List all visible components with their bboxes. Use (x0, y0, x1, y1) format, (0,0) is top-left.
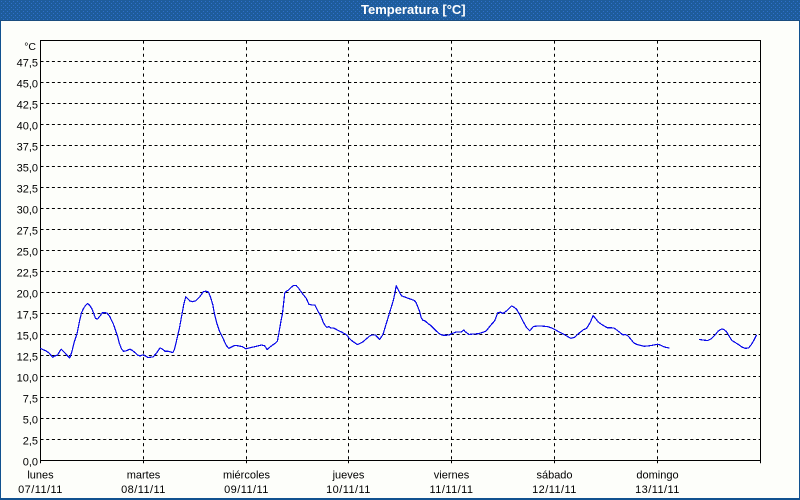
svg-text:27,5: 27,5 (17, 226, 38, 238)
svg-text:miércoles: miércoles (223, 470, 271, 482)
svg-text:09/11/11: 09/11/11 (224, 484, 269, 496)
svg-text:12,5: 12,5 (17, 352, 38, 364)
svg-text:07/11/11: 07/11/11 (18, 484, 63, 496)
svg-text:30,0: 30,0 (17, 205, 38, 217)
svg-text:5,0: 5,0 (23, 415, 38, 427)
svg-text:7,5: 7,5 (23, 394, 38, 406)
svg-text:22,5: 22,5 (17, 268, 38, 280)
svg-text:37,5: 37,5 (17, 142, 38, 154)
svg-text:jueves: jueves (332, 470, 365, 482)
svg-text:2,5: 2,5 (23, 436, 38, 448)
svg-text:08/11/11: 08/11/11 (121, 484, 166, 496)
svg-text:10,0: 10,0 (17, 373, 38, 385)
svg-text:42,5: 42,5 (17, 100, 38, 112)
svg-text:45,0: 45,0 (17, 79, 38, 91)
svg-text:°C: °C (24, 41, 36, 53)
svg-text:20,0: 20,0 (17, 289, 38, 301)
svg-text:domingo: domingo (636, 470, 678, 482)
svg-text:martes: martes (127, 470, 161, 482)
svg-text:11/11/11: 11/11/11 (430, 484, 474, 496)
svg-text:47,5: 47,5 (17, 58, 38, 70)
svg-text:13/11/11: 13/11/11 (635, 484, 680, 496)
svg-text:17,5: 17,5 (17, 310, 38, 322)
svg-text:12/11/11: 12/11/11 (532, 484, 577, 496)
svg-text:40,0: 40,0 (17, 121, 38, 133)
svg-text:0,0: 0,0 (23, 457, 38, 469)
svg-text:lunes: lunes (27, 470, 54, 482)
svg-text:sábado: sábado (536, 470, 572, 482)
svg-text:10/11/11: 10/11/11 (326, 484, 371, 496)
svg-text:32,5: 32,5 (17, 184, 38, 196)
svg-text:15,0: 15,0 (17, 331, 38, 343)
svg-text:35,0: 35,0 (17, 163, 38, 175)
svg-text:viernes: viernes (434, 470, 470, 482)
svg-text:25,0: 25,0 (17, 247, 38, 259)
